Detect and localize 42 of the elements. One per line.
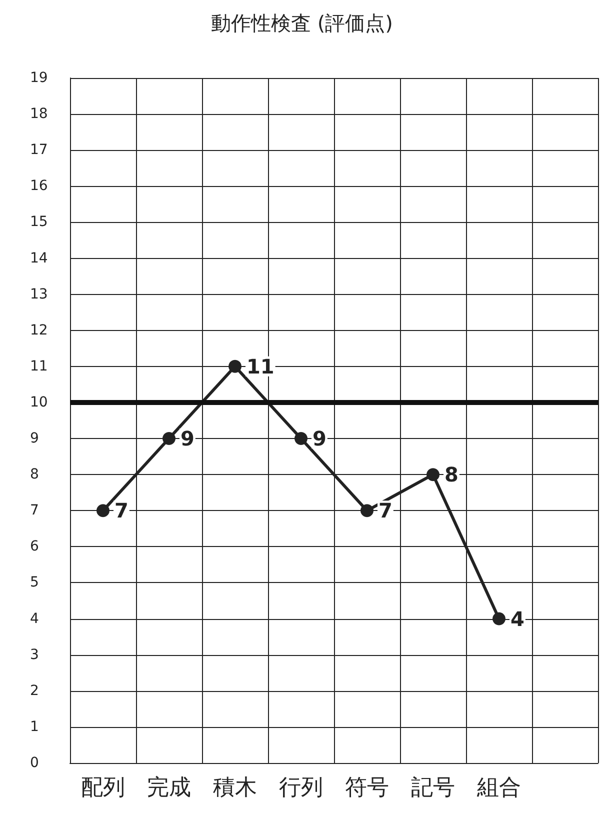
data-label: 7 — [378, 498, 392, 523]
point — [96, 504, 110, 518]
data-label: 9 — [312, 426, 326, 451]
x-tick-label: 積木 — [213, 776, 257, 800]
y-tick-label: 12 — [30, 322, 48, 338]
data-label: 11 — [246, 354, 274, 378]
data-label: 9 — [180, 426, 194, 451]
y-tick-label: 4 — [30, 610, 39, 627]
y-tick-label: 11 — [30, 358, 48, 374]
y-tick-label: 16 — [30, 178, 48, 194]
y-tick-label: 15 — [30, 214, 48, 230]
y-tick-label: 7 — [30, 502, 39, 519]
point — [162, 432, 176, 446]
data-label: 7 — [114, 498, 128, 523]
x-tick-label: 完成 — [147, 776, 191, 800]
point — [426, 468, 440, 482]
y-tick-label: 0 — [30, 755, 39, 771]
y-tick-label: 10 — [30, 394, 48, 410]
y-tick-label: 5 — [30, 574, 39, 591]
point — [228, 360, 242, 373]
x-tick-label: 配列 — [81, 776, 125, 800]
y-tick-label: 2 — [30, 682, 39, 699]
y-tick-label: 18 — [30, 106, 48, 122]
point — [360, 504, 374, 518]
y-tick-label: 6 — [30, 538, 39, 555]
x-tick-label: 記号 — [411, 776, 455, 800]
y-tick-label: 13 — [30, 286, 48, 302]
y-tick-label: 8 — [30, 466, 39, 483]
x-tick-label: 行列 — [279, 776, 323, 800]
point — [492, 612, 506, 626]
y-tick-label: 1 — [30, 718, 39, 735]
chart-title: 動作性検査 (評価点) — [211, 11, 393, 35]
x-tick-label: 組合 — [476, 776, 521, 800]
y-tick-label: 19 — [30, 70, 48, 86]
y-tick-label: 17 — [30, 142, 48, 158]
point — [294, 432, 308, 446]
data-label: 4 — [510, 606, 524, 631]
data-label: 8 — [444, 462, 458, 487]
y-tick-label: 9 — [30, 430, 39, 447]
y-tick-label: 14 — [30, 250, 48, 266]
y-tick-label: 3 — [30, 646, 39, 663]
x-tick-label: 符号 — [345, 776, 389, 800]
